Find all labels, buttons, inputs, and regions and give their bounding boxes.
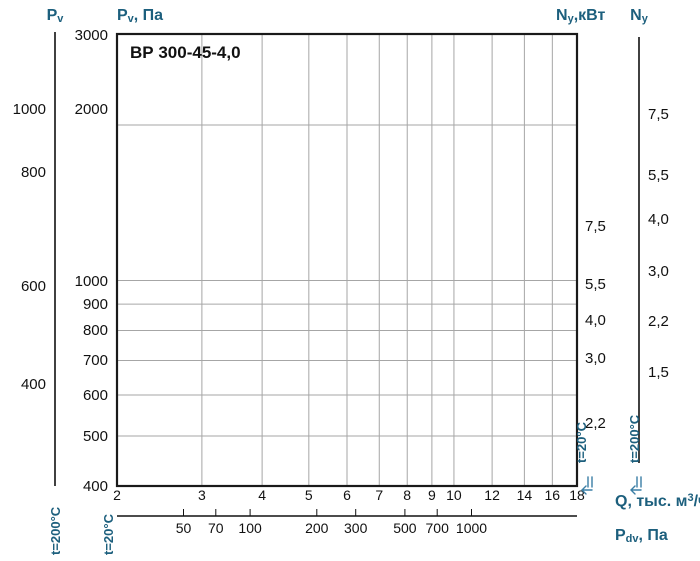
svg-text:5,5: 5,5 — [648, 167, 669, 184]
svg-text:9: 9 — [428, 487, 436, 503]
svg-text:4: 4 — [258, 487, 266, 503]
svg-text:500: 500 — [83, 428, 108, 445]
svg-text:2000: 2000 — [75, 101, 108, 118]
svg-text:900: 900 — [83, 296, 108, 313]
svg-text:Pv: Pv — [47, 7, 65, 25]
svg-text:12: 12 — [484, 487, 500, 503]
svg-text:300: 300 — [344, 520, 368, 536]
svg-text:1,5: 1,5 — [648, 364, 669, 381]
svg-text:6: 6 — [343, 487, 351, 503]
svg-text:50: 50 — [176, 520, 192, 536]
svg-text:600: 600 — [21, 278, 46, 295]
svg-text:t=200°C: t=200°C — [627, 414, 642, 463]
svg-text:400: 400 — [83, 478, 108, 495]
svg-text:1000: 1000 — [456, 520, 487, 536]
svg-text:600: 600 — [83, 387, 108, 404]
svg-text:t=20°C: t=20°C — [101, 513, 116, 555]
svg-text:Pv, Па: Pv, Па — [117, 7, 163, 25]
svg-text:7: 7 — [375, 487, 383, 503]
svg-text:7,5: 7,5 — [585, 218, 606, 235]
svg-text:7,5: 7,5 — [648, 106, 669, 123]
svg-text:t=20°C: t=20°C — [574, 421, 589, 463]
svg-text:100: 100 — [238, 520, 262, 536]
svg-text:400: 400 — [21, 376, 46, 393]
svg-text:Q, тыс. м3/ч: Q, тыс. м3/ч — [615, 492, 700, 510]
svg-text:4,0: 4,0 — [648, 211, 669, 228]
svg-text:500: 500 — [393, 520, 417, 536]
svg-text:ВР 300-45-4,0: ВР 300-45-4,0 — [130, 43, 241, 62]
svg-text:3,0: 3,0 — [585, 350, 606, 367]
svg-text:t=200°C: t=200°C — [48, 506, 63, 555]
svg-text:8: 8 — [403, 487, 411, 503]
svg-text:700: 700 — [426, 520, 450, 536]
svg-text:Ny: Ny — [630, 7, 649, 25]
svg-text:Ny,кВт: Ny,кВт — [556, 7, 605, 25]
svg-text:3: 3 — [198, 487, 206, 503]
svg-text:Pdv, Па: Pdv, Па — [615, 527, 668, 545]
svg-text:5: 5 — [305, 487, 313, 503]
svg-text:3000: 3000 — [75, 27, 108, 44]
svg-text:200: 200 — [305, 520, 329, 536]
svg-text:1000: 1000 — [13, 101, 46, 118]
svg-text:1000: 1000 — [75, 273, 108, 290]
svg-text:14: 14 — [517, 487, 533, 503]
svg-text:10: 10 — [446, 487, 462, 503]
svg-text:800: 800 — [83, 322, 108, 339]
svg-text:2,2: 2,2 — [648, 313, 669, 330]
svg-text:70: 70 — [208, 520, 224, 536]
svg-text:16: 16 — [545, 487, 561, 503]
svg-text:4,0: 4,0 — [585, 312, 606, 329]
svg-text:800: 800 — [21, 164, 46, 181]
svg-text:5,5: 5,5 — [585, 276, 606, 293]
svg-text:2: 2 — [113, 487, 121, 503]
svg-text:3,0: 3,0 — [648, 263, 669, 280]
svg-text:700: 700 — [83, 352, 108, 369]
